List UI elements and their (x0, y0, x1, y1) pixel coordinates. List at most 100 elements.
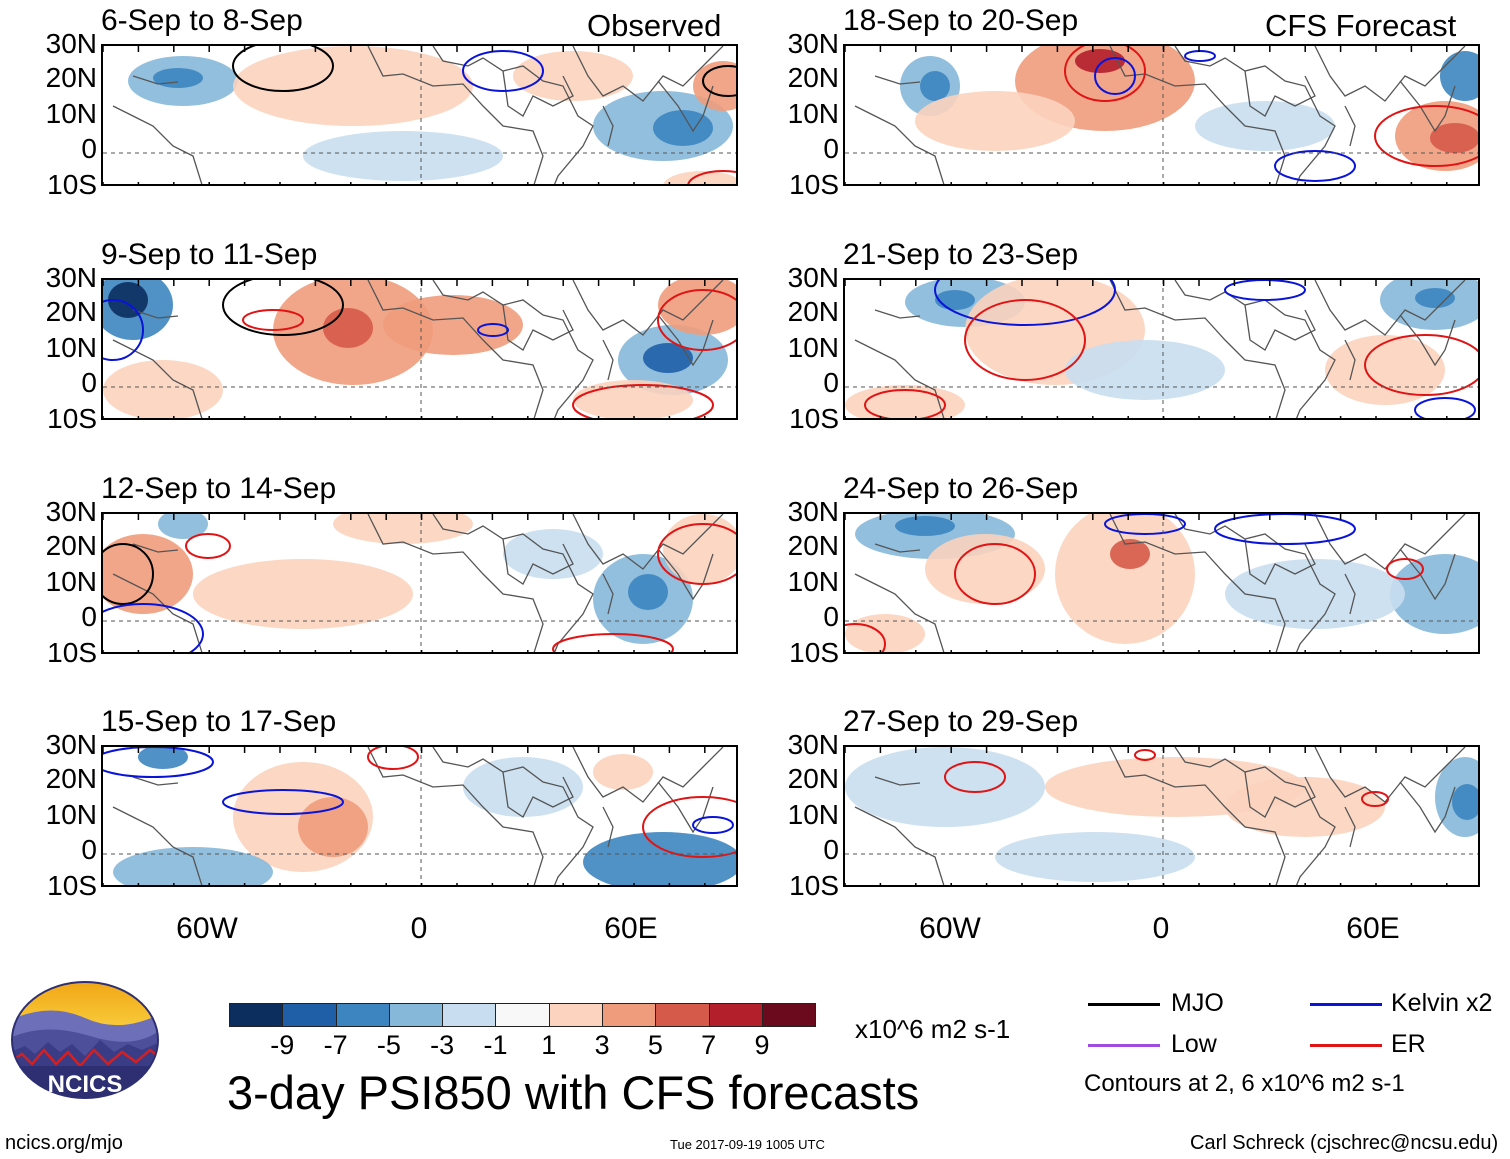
colorbar-swatch (708, 1003, 763, 1027)
lat-label: 10S (789, 403, 839, 434)
colorbar (229, 1003, 817, 1027)
wave-contour (242, 309, 304, 331)
lon-label-0-right: 0 (1152, 912, 1170, 945)
colorbar-tick-label: 5 (647, 1030, 663, 1060)
anomaly-shade (583, 832, 736, 885)
anomaly-shade (1452, 784, 1478, 820)
wave-contour (367, 747, 419, 770)
coastline (502, 538, 574, 585)
coastline (874, 75, 921, 85)
psi850-map (843, 278, 1480, 420)
anomaly-shade (103, 360, 223, 418)
anomaly-shade (513, 51, 633, 101)
coastline (657, 548, 714, 601)
map-canvas (103, 514, 736, 652)
anomaly-shade (845, 747, 1045, 827)
wave-contour (687, 170, 736, 184)
panel-title: 21-Sep to 23-Sep (843, 238, 1079, 271)
colorbar-swatch (229, 1003, 284, 1027)
psi850-map (101, 278, 738, 420)
map-canvas (103, 280, 736, 418)
colorbar-units: x10^6 m2 s-1 (855, 1014, 1011, 1044)
colorbar-tick-label: 7 (701, 1030, 717, 1060)
panel-title: 18-Sep to 20-Sep (843, 4, 1079, 37)
psi850-map (843, 745, 1480, 887)
anomaly-shade (895, 516, 955, 536)
colorbar-swatch (761, 1003, 817, 1027)
anomaly-shade (693, 61, 736, 111)
anomaly-shade (1055, 514, 1195, 644)
coastline (502, 70, 574, 117)
wave-contour (462, 50, 544, 92)
lat-label: 10N (787, 98, 839, 129)
wave-contour (1361, 791, 1389, 807)
colorbar-swatch (442, 1003, 497, 1027)
panel-title: 6-Sep to 8-Sep (101, 4, 303, 37)
coastline (1344, 806, 1356, 848)
colorbar-tick-label: 3 (594, 1030, 610, 1060)
anomaly-shade (113, 847, 273, 885)
lon-label-60e-left: 60E (604, 912, 658, 945)
coastline (367, 280, 544, 418)
wave-contour (1184, 50, 1216, 62)
wave-contour (702, 65, 736, 97)
lat-label: 10S (47, 169, 97, 200)
contours-note: Contours at 2, 6 x10^6 m2 s-1 (1084, 1070, 1405, 1097)
lat-label: 30N (45, 729, 97, 760)
coastline (432, 46, 594, 184)
coastline (602, 105, 614, 147)
coastline (874, 543, 921, 553)
panel-title: 9-Sep to 11-Sep (101, 238, 318, 271)
map-canvas (845, 46, 1478, 184)
legend-mjo-label: MJO (1171, 989, 1224, 1017)
anomaly-shade (103, 534, 193, 614)
colorbar-swatch (602, 1003, 657, 1027)
lat-label: 30N (787, 262, 839, 293)
coastline (1109, 280, 1286, 418)
legend-kelvin-line (1310, 1003, 1382, 1006)
psi850-map (101, 512, 738, 654)
anomaly-shade (658, 280, 736, 335)
colorbar-swatch (548, 1003, 604, 1027)
colorbar-tick-label: 1 (541, 1030, 557, 1060)
coastline (432, 280, 594, 418)
lat-label: 10N (787, 332, 839, 363)
lat-label: 10S (47, 637, 97, 668)
wave-contour (1374, 105, 1478, 167)
observed-header: Observed (587, 8, 722, 43)
coastline (572, 280, 724, 336)
coastline (132, 543, 179, 553)
coastline (112, 105, 203, 184)
map-canvas (845, 747, 1478, 885)
coastline (112, 806, 203, 885)
anomaly-shade (323, 308, 373, 348)
lat-label: 20N (45, 62, 97, 93)
lon-label-60w-left: 60W (176, 912, 238, 945)
coastline (367, 46, 544, 184)
colorbar-tick-label: -3 (430, 1030, 455, 1060)
wave-contour (572, 384, 714, 418)
wave-contour (845, 623, 886, 652)
coastline (1344, 339, 1356, 381)
anomaly-shade (333, 514, 473, 544)
lat-label: 0 (823, 133, 839, 164)
coastline (432, 514, 594, 652)
anomaly-shade (1065, 340, 1225, 400)
legend-low-label: Low (1171, 1030, 1217, 1058)
coastline (572, 514, 724, 570)
lat-label: 10S (47, 403, 97, 434)
wave-contour (477, 323, 509, 337)
lat-label: 30N (787, 729, 839, 760)
lat-label: 10N (45, 332, 97, 363)
coastline (874, 776, 921, 786)
coastline (112, 339, 203, 418)
legend-kelvin-label: Kelvin x2 (1391, 989, 1493, 1017)
coastline (132, 75, 179, 85)
wave-contour (657, 523, 736, 585)
coastline (1344, 573, 1356, 615)
footer-author: Carl Schreck (cjschrec@ncsu.edu) (1190, 1132, 1499, 1154)
lon-label-0-left: 0 (410, 912, 428, 945)
psi850-map (843, 512, 1480, 654)
coastline (602, 573, 614, 615)
lat-label: 0 (823, 367, 839, 398)
